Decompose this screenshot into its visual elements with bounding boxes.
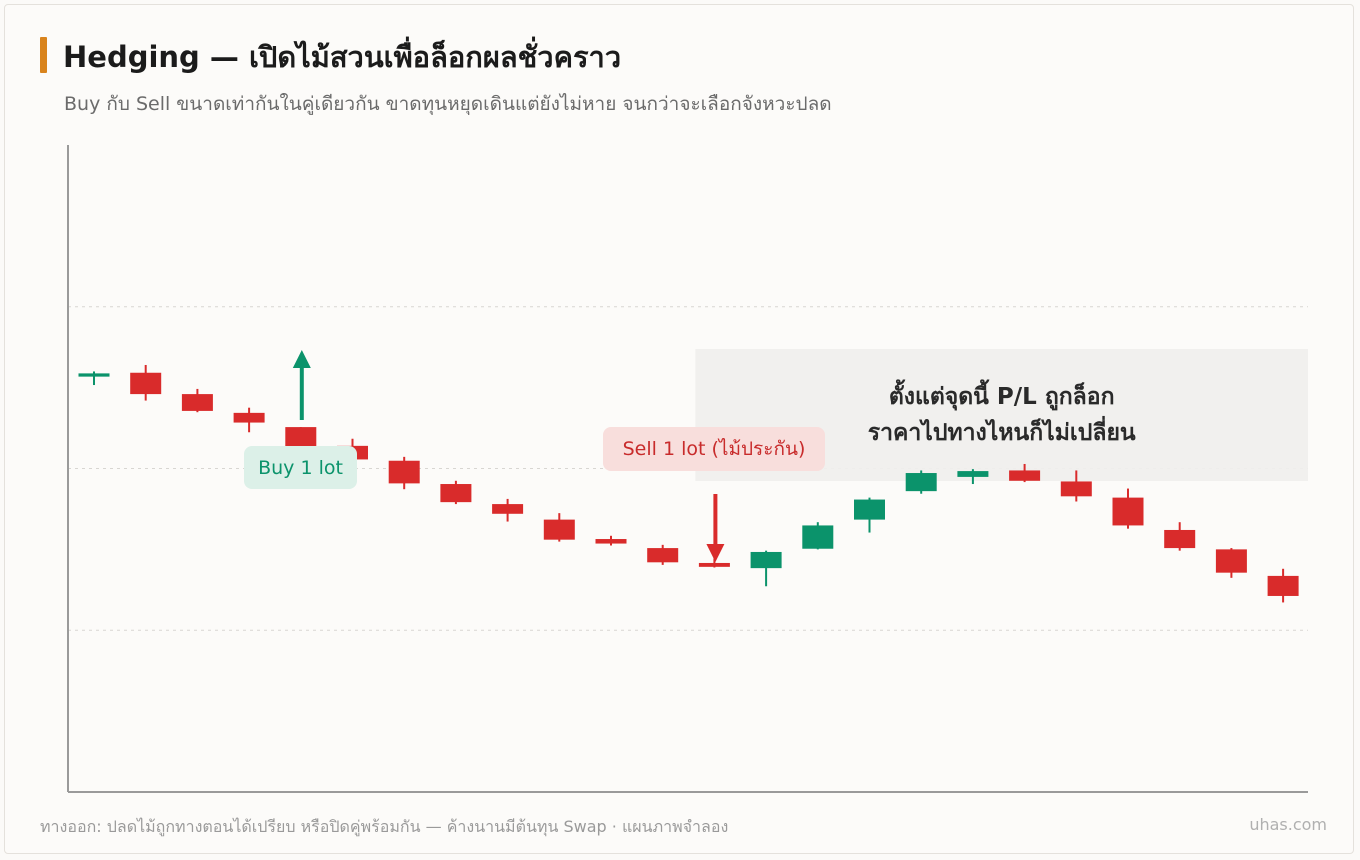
candle: [802, 522, 834, 550]
candle-body-down: [285, 427, 317, 448]
candle: [78, 371, 110, 386]
candle-body-down: [595, 539, 627, 544]
candle-body-down: [543, 519, 575, 540]
candle-body-down: [1009, 470, 1041, 481]
lock-zone-label-line2: ราคาไปทางไหนก็ไม่เปลี่ยน: [868, 415, 1136, 446]
candle-body-down: [130, 372, 162, 395]
candle-body-down: [233, 412, 265, 423]
buy-label: Buy 1 lot: [258, 457, 343, 479]
sell-arrowhead-icon: [706, 544, 725, 562]
chart-title: Hedging — เปิดไม้สวนเพื่อล็อกผลชั่วคราว: [63, 40, 622, 74]
candle: [130, 364, 162, 401]
candle: [1060, 470, 1092, 502]
title-accent-bar: [40, 37, 47, 73]
candle-body-down: [1215, 549, 1247, 573]
candle: [957, 469, 989, 485]
candle: [388, 456, 420, 490]
candle-body-down: [1164, 529, 1196, 549]
candle-body-down: [698, 562, 730, 567]
candle-body-down: [388, 460, 420, 484]
candle: [647, 544, 679, 565]
candle-body-up: [957, 471, 989, 477]
trade-annotations: Buy 1 lot Sell 1 lot (ไม้ประกัน): [244, 350, 825, 562]
candle-body-up: [905, 473, 937, 492]
candle: [1112, 488, 1144, 529]
candle: [1009, 463, 1041, 483]
candle: [233, 407, 265, 433]
candle: [1164, 522, 1196, 551]
candle-body-down: [1267, 575, 1299, 596]
candle-body-down: [1060, 481, 1092, 497]
buy-arrowhead-icon: [292, 350, 311, 368]
candle: [440, 480, 472, 505]
candle-body-up: [854, 499, 885, 520]
candle: [750, 550, 782, 587]
candle-body-down: [647, 548, 679, 563]
brand-label: uhas.com: [1249, 815, 1327, 834]
candle-body-up: [802, 525, 834, 549]
lock-zone-label-line1: ตั้งแต่จุดนี้ P/L ถูกล็อก: [889, 379, 1115, 411]
candle-body-down: [1112, 497, 1144, 526]
candles: [78, 364, 1299, 603]
candle: [492, 498, 524, 522]
chart-subtitle: Buy กับ Sell ขนาดเท่ากันในคู่เดียวกัน ขา…: [64, 93, 832, 115]
candle: [595, 535, 627, 546]
footer-note: ทางออก: ปลดไม้ถูกทางตอนได้เปรียบ หรือปิด…: [40, 817, 729, 836]
buy-label-pill: [244, 446, 357, 489]
candle: [181, 388, 213, 413]
candle: [854, 497, 885, 533]
candle-body-down: [440, 484, 472, 503]
candle: [1267, 568, 1299, 603]
candle: [1215, 548, 1247, 578]
candle-body-down: [492, 504, 524, 514]
candle-body-down: [181, 394, 213, 411]
candle: [543, 513, 575, 542]
sell-label-pill: [603, 427, 825, 471]
candle-body-up: [750, 551, 782, 569]
sell-label: Sell 1 lot (ไม้ประกัน): [623, 438, 806, 460]
candle-body-up: [78, 373, 110, 377]
candle: [905, 470, 937, 494]
axes: [67, 145, 1308, 793]
